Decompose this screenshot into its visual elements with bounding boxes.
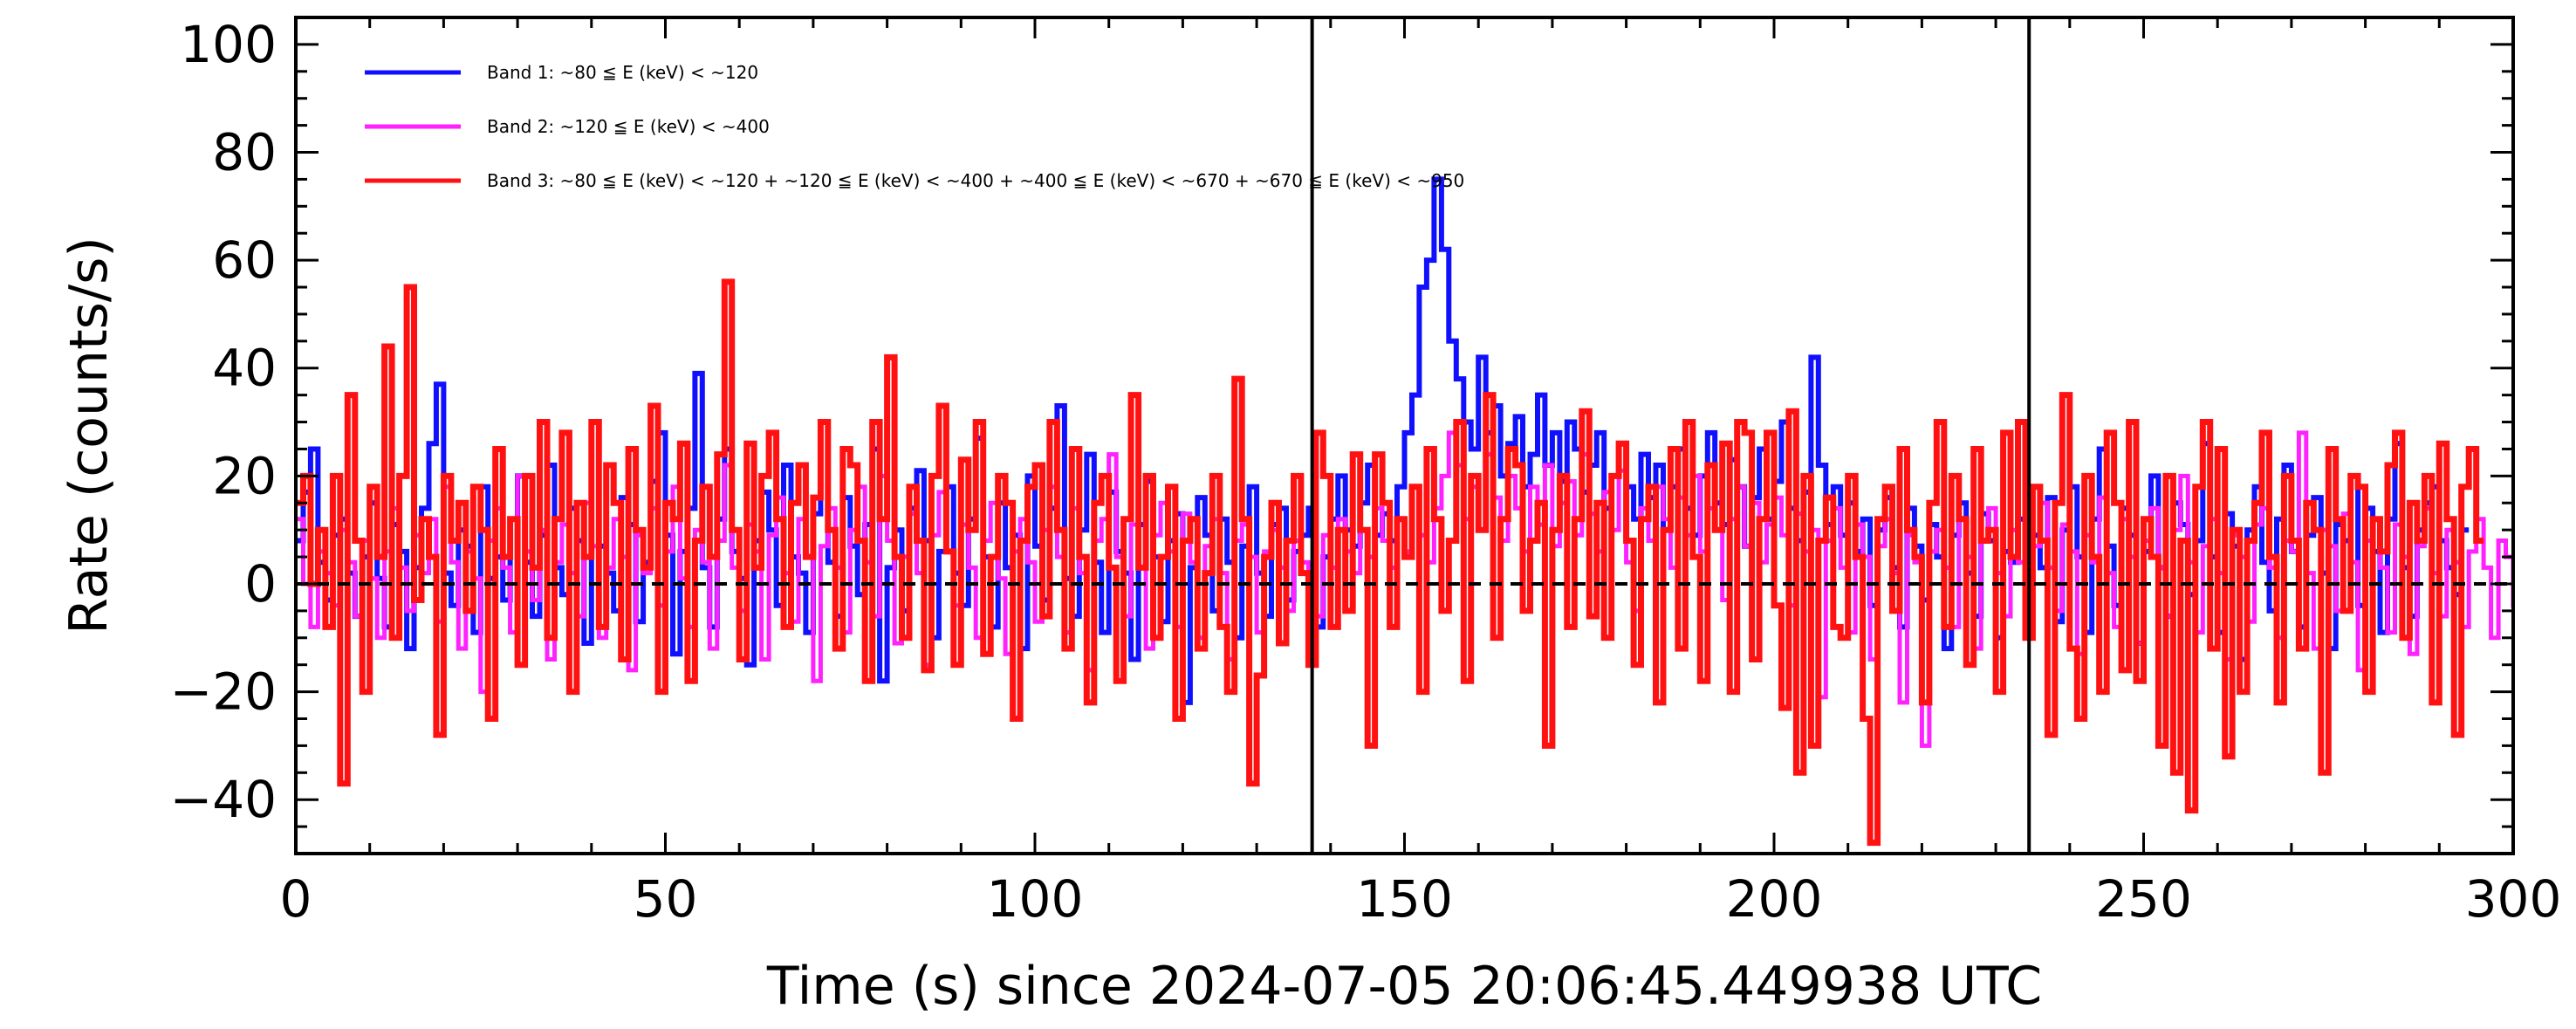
x-axis-title: Time (s) since 2024-07-05 20:06:45.44993… — [766, 956, 2042, 1017]
x-axis-ticks: 0 50 100 150 200 250 300 — [280, 17, 2562, 929]
y-axis-ticks: −40 −20 0 20 40 60 80 100 — [170, 15, 2513, 855]
y-tick-label: 0 — [244, 554, 277, 614]
overlay-layer — [296, 17, 2513, 854]
legend-label-band-1: Band 1: ~80 ≦ E (keV) < ~120 — [487, 62, 758, 83]
y-tick-label: 20 — [212, 446, 277, 505]
y-axis-title: Rate (counts/s) — [58, 237, 120, 634]
y-tick-label: 60 — [212, 230, 277, 290]
series-line-band-3 — [296, 278, 2484, 847]
x-tick-label: 250 — [2095, 869, 2192, 929]
y-tick-label: −20 — [170, 662, 277, 722]
x-tick-label: 200 — [1726, 869, 1823, 929]
y-tick-label: 40 — [212, 339, 277, 398]
legend-label-band-2: Band 2: ~120 ≦ E (keV) < ~400 — [487, 116, 770, 137]
y-tick-label: 100 — [180, 15, 277, 74]
x-tick-label: 150 — [1356, 869, 1453, 929]
y-tick-label: 80 — [212, 123, 277, 182]
x-tick-label: 100 — [987, 869, 1084, 929]
y-tick-label: −40 — [170, 770, 277, 829]
series-layer — [296, 176, 2513, 847]
legend-label-band-3: Band 3: ~80 ≦ E (keV) < ~120 + ~120 ≦ E … — [487, 170, 1464, 191]
x-tick-label: 0 — [280, 869, 312, 929]
x-tick-label: 50 — [634, 869, 698, 929]
x-tick-label: 300 — [2465, 869, 2562, 929]
legend: Band 1: ~80 ≦ E (keV) < ~120 Band 2: ~12… — [365, 62, 1464, 191]
